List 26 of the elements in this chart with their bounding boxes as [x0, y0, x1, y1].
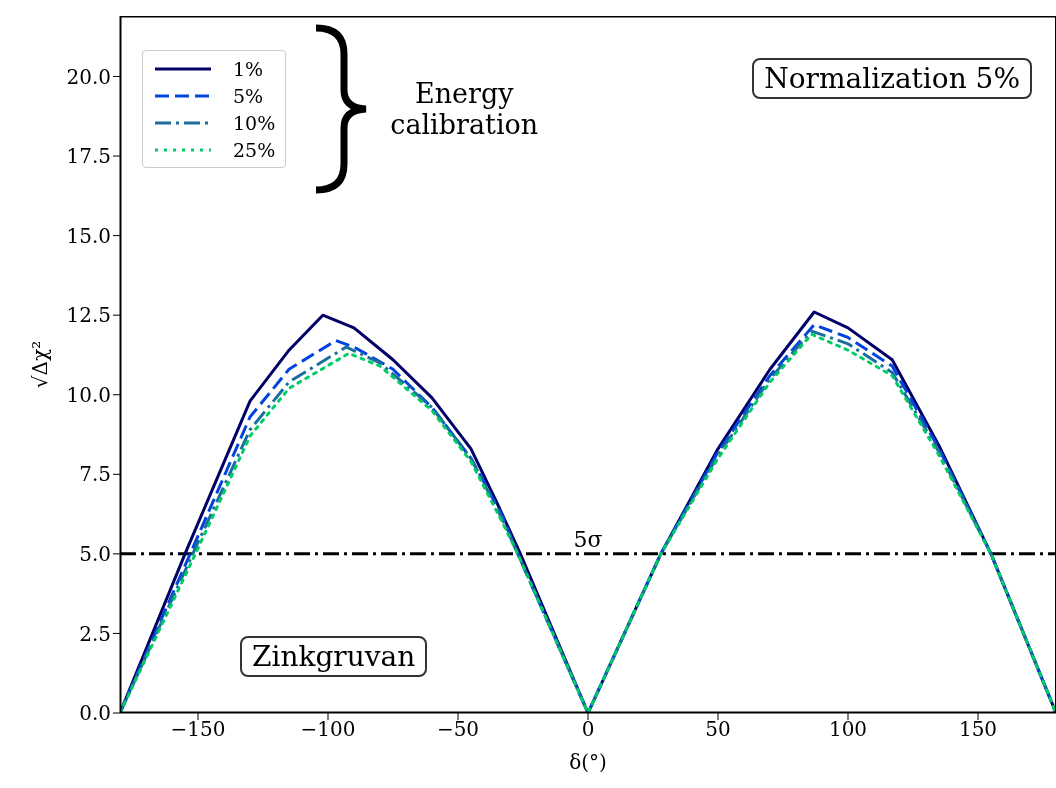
annotation: Zinkgruvan — [240, 636, 428, 677]
legend-label: 10% — [233, 111, 276, 134]
x-tick-label: 100 — [828, 717, 868, 742]
x-tick-label: 50 — [705, 717, 731, 742]
ref-line-label: 5σ — [573, 526, 603, 552]
x-tick-label: −100 — [300, 717, 356, 742]
x-tick-label: 150 — [958, 717, 998, 742]
annotation: Normalization 5% — [752, 58, 1032, 99]
y-tick-label: 0.0 — [79, 701, 111, 726]
y-tick-label: 5.0 — [79, 541, 111, 566]
x-axis-title: δ(°) — [569, 750, 607, 774]
y-tick-label: 20.0 — [66, 64, 111, 89]
y-tick-label: 7.5 — [79, 462, 111, 487]
legend-label: 25% — [233, 138, 276, 161]
y-tick-label: 15.0 — [66, 223, 111, 248]
y-tick-label: 2.5 — [79, 621, 111, 646]
y-tick-label: 10.0 — [66, 382, 111, 407]
y-axis-title: √Δχ² — [28, 340, 53, 389]
x-tick-label: 0 — [581, 717, 595, 742]
y-tick-label: 12.5 — [66, 303, 111, 328]
legend-label: 5% — [233, 84, 264, 107]
x-tick-label: −150 — [170, 717, 226, 742]
y-tick-label: 17.5 — [66, 144, 111, 169]
legend-title: Energy calibration — [389, 77, 540, 141]
x-tick-label: −50 — [436, 717, 480, 742]
legend-label: 1% — [233, 57, 264, 80]
